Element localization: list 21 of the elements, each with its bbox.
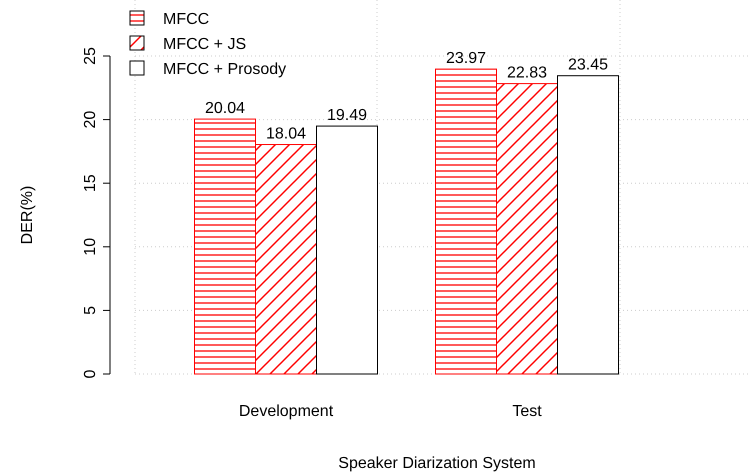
data-label: 19.49 [326, 107, 368, 124]
y-tick-label: 20 [82, 110, 99, 128]
data-label: 23.45 [568, 56, 608, 74]
x-tick-label: Test [512, 403, 542, 420]
bar [557, 75, 619, 374]
y-tick-label: 10 [82, 238, 99, 256]
legend-label: MFCC + Prosody [163, 61, 286, 78]
y-tick-label: 15 [82, 174, 99, 192]
y-tick-label: 25 [82, 47, 99, 65]
bar [316, 126, 378, 374]
data-label: 20.04 [204, 100, 246, 118]
y-tick-label: 0 [82, 369, 99, 378]
y-axis-title: DER(%) [19, 186, 36, 244]
y-tick-label: 5 [82, 306, 99, 315]
x-tick-label: Development [238, 403, 334, 420]
data-label: 22.83 [506, 64, 548, 82]
x-axis-title: Speaker Diarization System [338, 455, 536, 472]
data-label: 23.97 [446, 50, 486, 68]
legend-label: MFCC + JS [163, 36, 246, 53]
legend-label: MFCC [163, 11, 210, 28]
data-label: 18.04 [266, 126, 306, 143]
